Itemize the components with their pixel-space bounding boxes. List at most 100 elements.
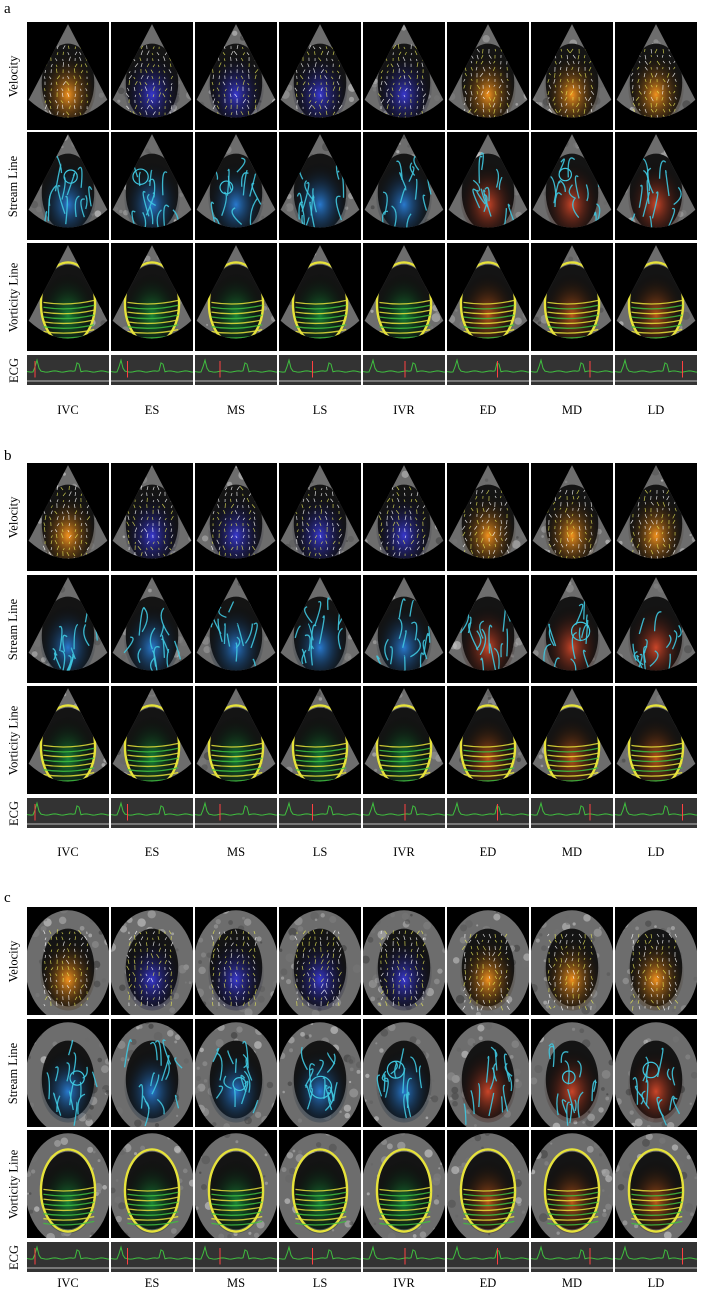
- phase-label: MD: [561, 403, 583, 417]
- image-tile: [447, 575, 529, 683]
- row-label: Stream Line: [6, 155, 21, 217]
- image-tile: [27, 243, 109, 351]
- phase-label: MD: [561, 845, 583, 859]
- image-tile: [531, 1019, 613, 1127]
- image-tile: [363, 1019, 445, 1127]
- row-label: Stream Line: [6, 598, 21, 660]
- ecg-strip: [111, 1242, 193, 1272]
- image-tile: [279, 1019, 361, 1127]
- ecg-strip: [27, 355, 109, 385]
- phase-label: LD: [647, 403, 665, 417]
- image-tile: [615, 22, 697, 130]
- ecg-strip: [279, 1242, 361, 1272]
- image-tile: [447, 686, 529, 794]
- image-tile: [615, 575, 697, 683]
- phase-label: MS: [226, 845, 246, 859]
- phase-label: MS: [226, 403, 246, 417]
- phase-label: LS: [312, 1276, 328, 1290]
- ecg-strip: [615, 355, 697, 385]
- image-tile: [195, 575, 277, 683]
- ecg-strip: [615, 798, 697, 828]
- row-label: Stream Line: [6, 1042, 21, 1104]
- image-tile: [195, 243, 277, 351]
- image-tile: [447, 1019, 529, 1127]
- row-label: Velocity: [6, 55, 21, 97]
- image-tile: [111, 132, 193, 240]
- image-tile: [195, 463, 277, 571]
- ecg-strip: [111, 798, 193, 828]
- image-tile: [363, 243, 445, 351]
- ecg-strip: [447, 798, 529, 828]
- ecg-strip: [615, 1242, 697, 1272]
- image-tile: [531, 243, 613, 351]
- phase-label: LD: [647, 1276, 665, 1290]
- ecg-strip: [195, 798, 277, 828]
- ecg-strip: [531, 798, 613, 828]
- image-tile: [615, 243, 697, 351]
- phase-label: ED: [479, 845, 497, 859]
- image-tile: [27, 686, 109, 794]
- image-tile: [447, 463, 529, 571]
- image-tile: [27, 463, 109, 571]
- ecg-strip: [27, 1242, 109, 1272]
- image-tile: [363, 1130, 445, 1238]
- image-tile: [279, 132, 361, 240]
- image-tile: [363, 132, 445, 240]
- image-tile: [531, 22, 613, 130]
- row-label: Vorticity Line: [6, 1149, 21, 1219]
- row-label: Velocity: [6, 496, 21, 538]
- panel-letter: c: [4, 890, 11, 906]
- image-tile: [615, 1019, 697, 1127]
- image-tile: [615, 132, 697, 240]
- ecg-strip: [363, 1242, 445, 1272]
- image-tile: [279, 575, 361, 683]
- panel-letter: a: [4, 1, 11, 17]
- ecg-strip: [447, 355, 529, 385]
- image-tile: [111, 1130, 193, 1238]
- image-tile: [531, 463, 613, 571]
- phase-label: ED: [479, 403, 497, 417]
- phase-label: MD: [561, 1276, 583, 1290]
- image-tile: [27, 132, 109, 240]
- phase-label: IVC: [57, 1276, 79, 1290]
- image-tile: [363, 686, 445, 794]
- ecg-label: ECG: [6, 357, 21, 383]
- image-tile: [195, 1019, 277, 1127]
- phase-label: IVC: [57, 845, 79, 859]
- ecg-strip: [363, 355, 445, 385]
- image-tile: [195, 1130, 277, 1238]
- image-tile: [279, 1130, 361, 1238]
- image-tile: [447, 22, 529, 130]
- image-tile: [27, 22, 109, 130]
- image-tile: [111, 463, 193, 571]
- phase-label: ES: [144, 403, 160, 417]
- phase-label: LD: [647, 845, 665, 859]
- image-tile: [615, 907, 697, 1015]
- phase-label: ES: [144, 845, 160, 859]
- image-tile: [615, 1130, 697, 1238]
- phase-label: IVR: [393, 845, 415, 859]
- image-tile: [111, 575, 193, 683]
- image-tile: [531, 132, 613, 240]
- image-tile: [195, 686, 277, 794]
- image-tile: [447, 243, 529, 351]
- row-label: Vorticity Line: [6, 262, 21, 332]
- phase-label: ED: [479, 1276, 497, 1290]
- image-tile: [279, 907, 361, 1015]
- image-tile: [447, 132, 529, 240]
- ecg-strip: [195, 355, 277, 385]
- image-tile: [27, 575, 109, 683]
- ecg-strip: [363, 798, 445, 828]
- image-tile: [531, 686, 613, 794]
- image-tile: [615, 463, 697, 571]
- ecg-strip: [531, 355, 613, 385]
- image-tile: [363, 907, 445, 1015]
- panel-letter: b: [4, 448, 12, 464]
- phase-label: IVR: [393, 403, 415, 417]
- ecg-strip: [531, 1242, 613, 1272]
- image-tile: [615, 686, 697, 794]
- row-label: Velocity: [6, 940, 21, 982]
- image-tile: [531, 575, 613, 683]
- ecg-strip: [195, 1242, 277, 1272]
- ecg-strip: [111, 355, 193, 385]
